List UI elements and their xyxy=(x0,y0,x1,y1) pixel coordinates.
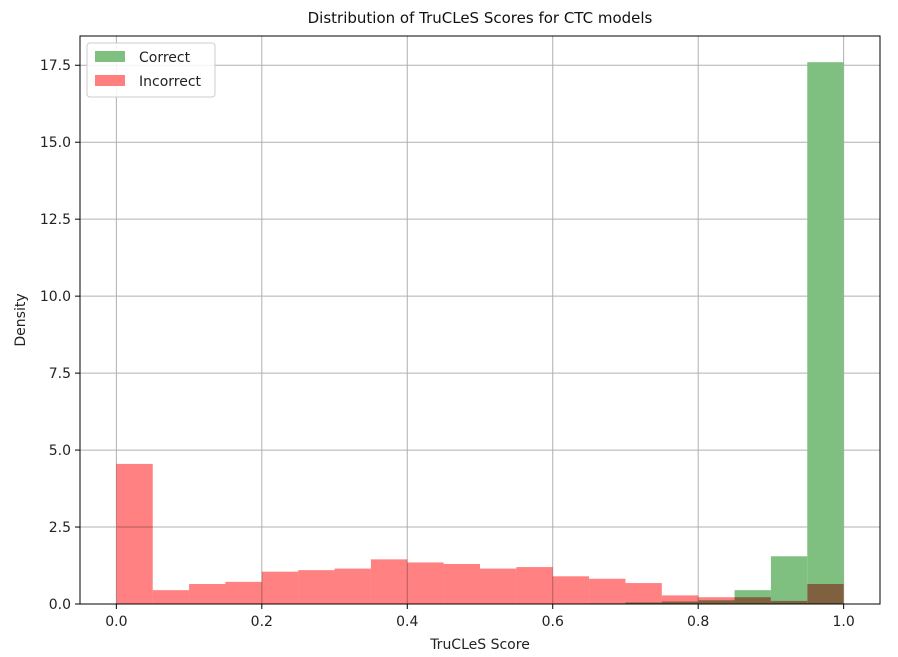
y-tick-label: 17.5 xyxy=(40,58,71,74)
bar-incorrect xyxy=(116,463,153,604)
bar-incorrect xyxy=(552,576,590,604)
x-tick-label: 1.0 xyxy=(833,614,855,630)
bar-incorrect xyxy=(589,578,626,604)
legend: Correct Incorrect xyxy=(86,42,216,98)
x-tick-label: 0.8 xyxy=(687,614,709,630)
histogram-bars xyxy=(116,62,844,604)
bar-incorrect xyxy=(661,595,699,604)
x-tick-label: 0.2 xyxy=(251,614,273,630)
bar-incorrect xyxy=(189,583,226,604)
bar-incorrect xyxy=(334,568,371,604)
bar-incorrect xyxy=(480,568,517,604)
legend-label-incorrect: Incorrect xyxy=(139,74,202,90)
bar-incorrect xyxy=(443,563,480,604)
x-tick-label: 0.6 xyxy=(542,614,564,630)
y-tick-label: 10.0 xyxy=(40,289,71,305)
plot-frame xyxy=(79,35,881,605)
bar-incorrect xyxy=(298,570,335,604)
bar-incorrect xyxy=(225,581,262,604)
grid-lines xyxy=(80,36,880,605)
bar-incorrect xyxy=(734,597,771,604)
bar-incorrect xyxy=(370,559,408,604)
bar-correct xyxy=(770,556,808,604)
legend-label-correct: Correct xyxy=(139,50,191,66)
legend-swatch-correct xyxy=(95,51,125,62)
y-tick-label: 0.0 xyxy=(49,597,71,613)
bar-incorrect xyxy=(698,597,735,604)
bar-incorrect xyxy=(407,562,444,604)
bar-incorrect xyxy=(261,571,299,604)
bar-correct xyxy=(807,62,844,604)
x-axis-title: TruCLeS Score xyxy=(429,637,530,653)
x-tick-label: 0.0 xyxy=(105,614,127,630)
bar-incorrect xyxy=(625,583,662,604)
bar-incorrect xyxy=(770,600,808,604)
y-tick-label: 5.0 xyxy=(49,443,71,459)
y-tick-label: 12.5 xyxy=(40,212,71,228)
y-tick-label: 7.5 xyxy=(49,366,71,382)
y-tick-label: 15.0 xyxy=(40,135,71,151)
legend-swatch-incorrect xyxy=(95,75,125,86)
axis-ticks: 0.0 0.2 0.4 0.6 0.8 1.0 0.0 2.5 5.0 7.5 10.0 12.5 15… xyxy=(40,58,855,630)
y-tick-label: 2.5 xyxy=(49,520,71,536)
bar-incorrect xyxy=(152,590,190,604)
bar-incorrect xyxy=(516,567,553,604)
x-tick-label: 0.4 xyxy=(396,614,418,630)
y-axis-title: Density xyxy=(13,293,29,346)
chart-title: Distribution of TruCLeS Scores for CTC m… xyxy=(308,9,653,27)
bar-incorrect xyxy=(807,583,844,604)
